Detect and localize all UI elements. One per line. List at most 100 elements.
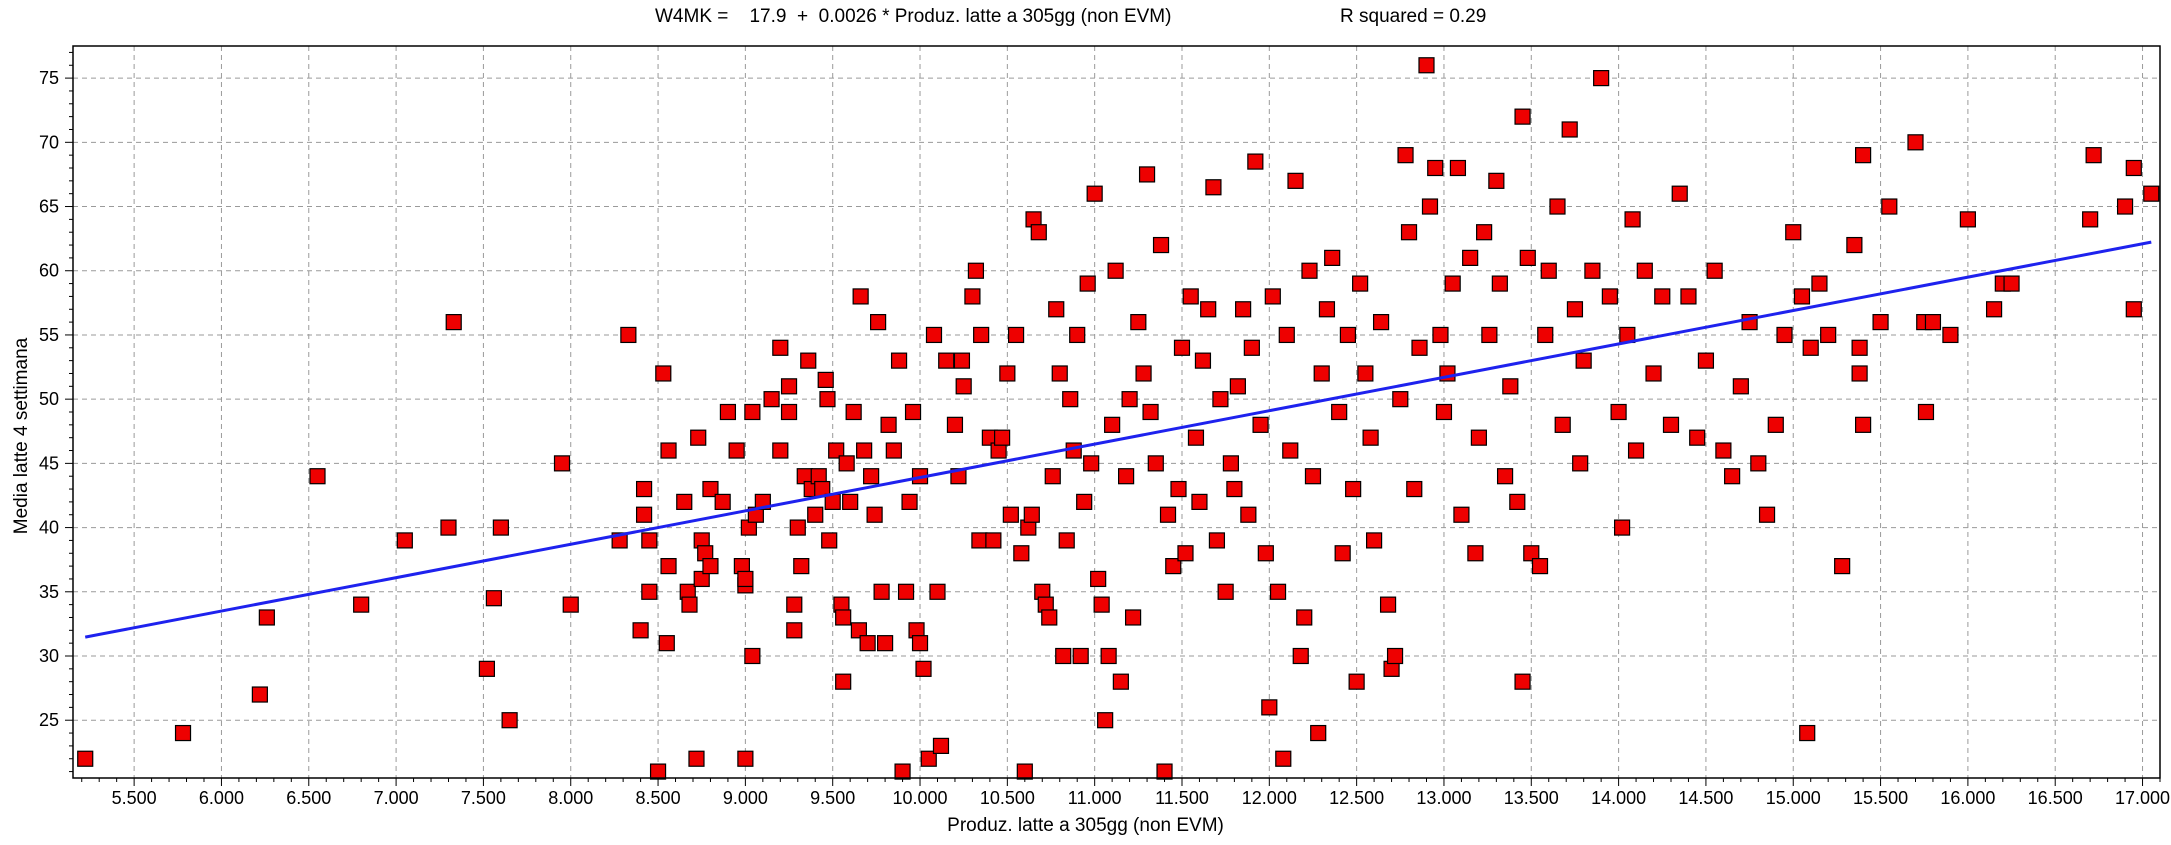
data-point xyxy=(2003,275,2020,292)
data-point xyxy=(1502,378,1519,395)
data-point xyxy=(1041,609,1058,626)
data-point xyxy=(901,493,918,510)
data-point xyxy=(1654,288,1671,305)
data-point xyxy=(1453,506,1470,523)
data-point xyxy=(1097,712,1114,729)
data-point xyxy=(1217,583,1234,600)
data-point xyxy=(2082,211,2099,228)
data-point xyxy=(1851,339,1868,356)
data-point xyxy=(1496,468,1514,485)
data-point xyxy=(1205,179,1222,196)
data-point xyxy=(1318,301,1336,318)
data-point xyxy=(635,480,653,498)
data-point xyxy=(702,480,719,498)
data-point xyxy=(1418,57,1435,74)
data-point xyxy=(1851,365,1868,382)
data-point xyxy=(856,442,873,459)
data-point xyxy=(946,416,964,433)
data-point xyxy=(1310,724,1327,742)
data-point xyxy=(819,391,836,408)
x-tick-label: 12.500 xyxy=(1329,788,1384,808)
data-point xyxy=(1421,198,1439,215)
data-point xyxy=(440,519,457,536)
x-tick-label: 16.000 xyxy=(1940,788,1995,808)
data-point xyxy=(876,635,894,652)
data-point xyxy=(658,635,675,652)
data-point xyxy=(649,763,667,780)
y-tick-label: 70 xyxy=(39,132,59,152)
data-point xyxy=(1400,224,1418,241)
data-point xyxy=(1662,416,1680,433)
data-point xyxy=(1339,326,1357,344)
data-point xyxy=(1055,647,1072,665)
data-point xyxy=(728,442,745,459)
data-point xyxy=(1334,545,1351,562)
x-tick-label: 11.000 xyxy=(1068,788,1122,808)
data-point xyxy=(1240,506,1257,523)
data-point xyxy=(1086,185,1103,202)
data-point xyxy=(562,596,579,613)
data-point xyxy=(641,583,658,600)
data-point xyxy=(77,750,94,767)
data-point xyxy=(1069,326,1086,344)
data-point xyxy=(999,365,1016,382)
data-point xyxy=(786,596,803,613)
data-point xyxy=(251,686,268,703)
x-tick-label: 6.000 xyxy=(199,788,244,808)
data-point xyxy=(1959,211,1976,228)
data-point xyxy=(632,622,649,639)
data-point xyxy=(904,403,922,421)
data-point xyxy=(1584,262,1601,279)
y-tick-label: 45 xyxy=(39,453,59,473)
data-point xyxy=(800,352,817,369)
data-point xyxy=(1537,326,1554,344)
data-point xyxy=(1627,442,1645,459)
x-tick-label: 16.500 xyxy=(2028,788,2083,808)
data-point xyxy=(1072,647,1089,665)
data-point xyxy=(911,635,929,652)
data-point xyxy=(835,673,852,690)
data-point xyxy=(1051,365,1068,382)
data-point xyxy=(1324,249,1341,266)
data-point xyxy=(353,596,370,613)
data-point xyxy=(1357,365,1374,382)
data-point xyxy=(1689,429,1706,446)
data-point xyxy=(1058,532,1075,549)
data-point xyxy=(1007,326,1025,344)
data-point xyxy=(1834,558,1851,575)
data-point xyxy=(763,391,780,408)
data-point xyxy=(863,468,880,485)
data-point xyxy=(174,724,192,742)
data-point xyxy=(845,403,862,421)
data-point xyxy=(1235,301,1252,318)
data-point xyxy=(1191,493,1208,510)
data-point xyxy=(1100,647,1117,665)
data-point xyxy=(737,570,754,588)
data-point xyxy=(1257,545,1274,562)
data-point xyxy=(1243,339,1260,356)
data-point xyxy=(1811,275,1828,292)
data-point xyxy=(485,590,502,607)
data-point xyxy=(1444,275,1461,292)
data-point xyxy=(1261,699,1278,716)
data-point xyxy=(1159,506,1177,523)
data-point xyxy=(835,609,852,626)
data-point xyxy=(786,622,803,639)
data-point xyxy=(1776,326,1793,344)
x-tick-label: 14.500 xyxy=(1678,788,1733,808)
data-point xyxy=(880,416,897,433)
data-point xyxy=(1767,416,1784,433)
data-point xyxy=(1362,429,1379,446)
data-point xyxy=(690,429,707,446)
y-axis-title: Media latte 4 settimana xyxy=(11,337,32,535)
data-point xyxy=(744,403,761,421)
data-point xyxy=(1624,211,1641,228)
data-point xyxy=(1348,673,1365,690)
data-point xyxy=(1301,262,1318,279)
data-point xyxy=(1313,365,1330,382)
data-point xyxy=(1366,532,1383,549)
x-tick-label: 9.500 xyxy=(810,788,855,808)
y-tick-label: 35 xyxy=(39,582,59,602)
x-tick-label: 13.000 xyxy=(1416,788,1471,808)
data-point xyxy=(807,506,824,523)
